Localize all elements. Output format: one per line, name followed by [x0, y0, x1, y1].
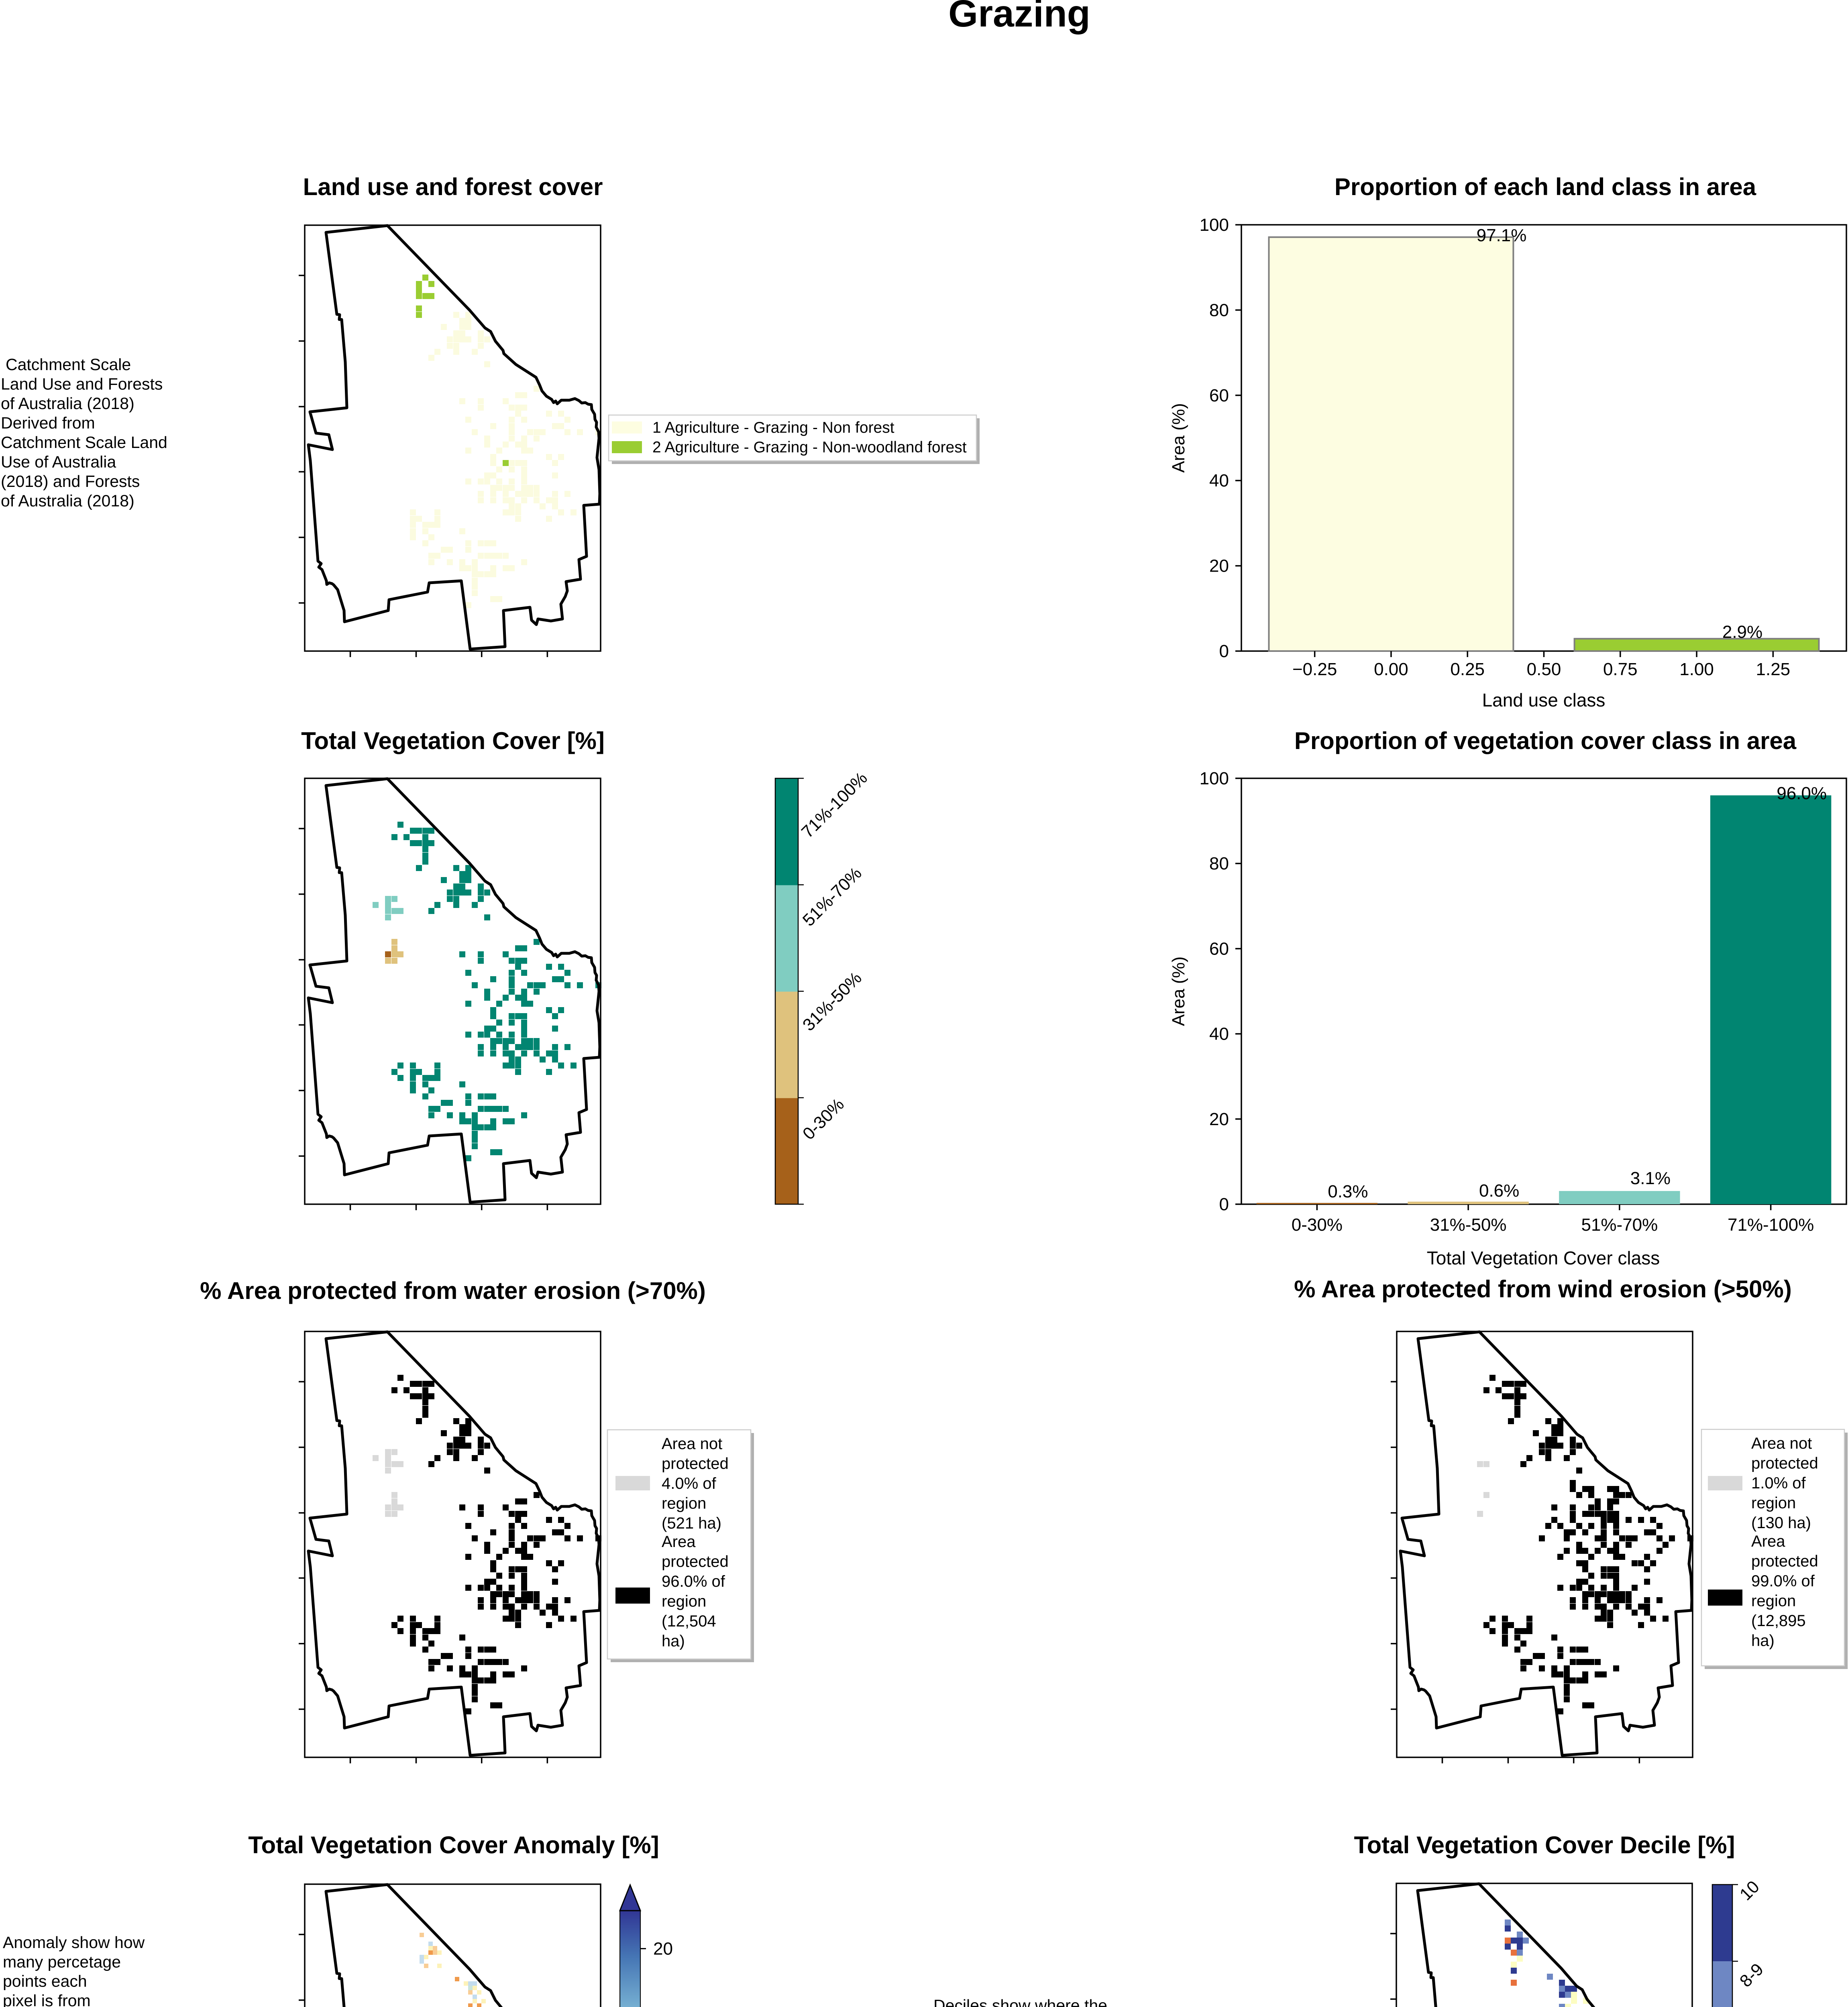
svg-text:(2018) and Forests: (2018) and Forests — [1, 472, 140, 491]
svg-text:96.0%: 96.0% — [1777, 784, 1827, 803]
svg-text:Area: Area — [662, 1533, 696, 1551]
svg-text:0.75: 0.75 — [1603, 660, 1638, 679]
svg-text:many percetage: many percetage — [3, 1952, 121, 1971]
svg-text:0: 0 — [1219, 1195, 1229, 1214]
svg-text:ha): ha) — [1751, 1632, 1775, 1650]
svg-text:of Australia (2018): of Australia (2018) — [1, 394, 134, 413]
svg-text:of Australia (2018): of Australia (2018) — [1, 492, 134, 510]
svg-text:0: 0 — [1219, 641, 1229, 661]
svg-text:region: region — [662, 1495, 706, 1512]
svg-text:40: 40 — [1209, 471, 1229, 491]
svg-text:71%-100%: 71%-100% — [1728, 1215, 1814, 1235]
svg-text:Total Vegetation Cover Decile: Total Vegetation Cover Decile [%] — [1354, 1832, 1735, 1858]
svg-text:100: 100 — [1200, 215, 1229, 235]
svg-text:protected: protected — [1751, 1455, 1818, 1472]
svg-text:99.0% of: 99.0% of — [1751, 1572, 1815, 1590]
svg-text:3.1%: 3.1% — [1630, 1168, 1671, 1188]
svg-text:40: 40 — [1209, 1024, 1229, 1044]
svg-text:Land use class: Land use class — [1482, 690, 1606, 710]
svg-text:0.3%: 0.3% — [1328, 1182, 1368, 1201]
svg-text:96.0% of: 96.0% of — [662, 1573, 725, 1590]
svg-text:0.6%: 0.6% — [1479, 1181, 1519, 1201]
svg-text:Grazing: Grazing — [948, 0, 1090, 35]
svg-text:% Area protected from water er: % Area protected from water erosion (>70… — [200, 1277, 706, 1304]
svg-text:Total Vegetation Cover class: Total Vegetation Cover class — [1427, 1248, 1660, 1268]
svg-text:1 Agriculture - Grazing - Non: 1 Agriculture - Grazing - Non forest — [652, 419, 894, 436]
svg-text:protected: protected — [662, 1455, 729, 1473]
svg-text:80: 80 — [1209, 300, 1229, 320]
svg-text:(130 ha): (130 ha) — [1751, 1514, 1811, 1532]
svg-text:Proportion of each land class: Proportion of each land class in area — [1335, 173, 1756, 200]
svg-text:51%-70%: 51%-70% — [1581, 1215, 1658, 1235]
svg-text:protected: protected — [1751, 1553, 1818, 1570]
svg-text:Deciles show where the: Deciles show where the — [933, 1996, 1107, 2007]
svg-text:Land use and forest cover: Land use and forest cover — [303, 173, 603, 200]
svg-text:2.9%: 2.9% — [1722, 622, 1762, 642]
svg-text:Anomaly show how: Anomaly show how — [3, 1933, 145, 1952]
svg-text:region: region — [662, 1593, 706, 1610]
svg-text:Area (%): Area (%) — [1169, 957, 1188, 1026]
svg-text:Proportion of vegetation cover: Proportion of vegetation cover class in … — [1294, 727, 1797, 754]
svg-text:97.1%: 97.1% — [1477, 226, 1527, 245]
svg-text:ha): ha) — [662, 1632, 685, 1650]
svg-text:(521 ha): (521 ha) — [662, 1514, 721, 1532]
svg-text:1.25: 1.25 — [1756, 660, 1791, 679]
svg-text:Total Vegetation Cover Anomaly: Total Vegetation Cover Anomaly [%] — [248, 1832, 659, 1858]
svg-text:Area not: Area not — [662, 1435, 722, 1453]
svg-text:Area: Area — [1751, 1533, 1785, 1550]
svg-text:Area (%): Area (%) — [1169, 403, 1188, 473]
svg-text:100: 100 — [1200, 769, 1229, 788]
svg-text:Land Use and Forests: Land Use and Forests — [1, 375, 163, 393]
svg-text:4.0% of: 4.0% of — [662, 1475, 717, 1492]
svg-text:(12,504: (12,504 — [662, 1612, 716, 1630]
svg-text:0-30%: 0-30% — [1292, 1215, 1343, 1235]
svg-text:Derived from: Derived from — [1, 414, 95, 432]
svg-text:20: 20 — [1209, 556, 1229, 576]
svg-text:region: region — [1751, 1494, 1796, 1512]
svg-text:(12,895: (12,895 — [1751, 1612, 1806, 1630]
svg-text:region: region — [1751, 1592, 1796, 1610]
svg-text:20: 20 — [1209, 1109, 1229, 1129]
svg-text:Total Vegetation Cover [%]: Total Vegetation Cover [%] — [301, 727, 605, 754]
svg-text:31%-50%: 31%-50% — [1430, 1215, 1507, 1235]
svg-text:60: 60 — [1209, 939, 1229, 959]
svg-text:0.25: 0.25 — [1450, 660, 1485, 679]
svg-text:Use of Australia: Use of Australia — [1, 453, 116, 471]
svg-text:pixel is from: pixel is from — [3, 1991, 91, 2007]
svg-text:% Area protected from wind ero: % Area protected from wind erosion (>50%… — [1294, 1276, 1792, 1303]
svg-text:80: 80 — [1209, 854, 1229, 873]
svg-text:0.50: 0.50 — [1527, 660, 1561, 679]
svg-text:points each: points each — [3, 1972, 87, 1991]
svg-text:Area not: Area not — [1751, 1435, 1812, 1452]
svg-text:−0.25: −0.25 — [1292, 660, 1337, 679]
svg-text:1.0% of: 1.0% of — [1751, 1474, 1806, 1492]
svg-text:protected: protected — [662, 1553, 729, 1571]
svg-text:Catchment Scale Land: Catchment Scale Land — [1, 433, 167, 452]
svg-text:20: 20 — [653, 1939, 673, 1959]
svg-text:0.00: 0.00 — [1374, 660, 1408, 679]
svg-text:1.00: 1.00 — [1679, 660, 1714, 679]
svg-text:Catchment Scale: Catchment Scale — [6, 355, 131, 374]
svg-text:2 Agriculture - Grazing - Non-: 2 Agriculture - Grazing - Non-woodland f… — [652, 439, 967, 456]
svg-text:60: 60 — [1209, 386, 1229, 405]
